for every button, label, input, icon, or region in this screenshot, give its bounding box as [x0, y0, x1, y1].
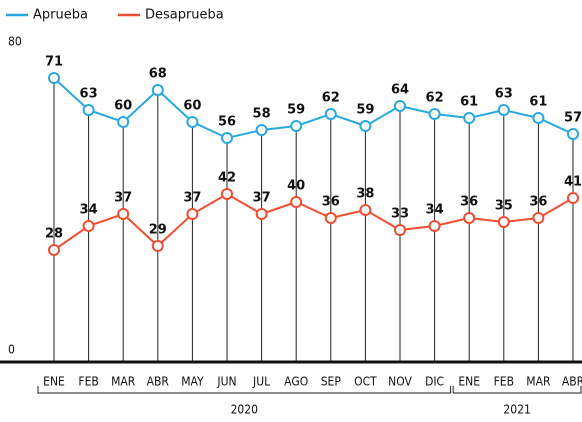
group-label: 2021 — [503, 403, 530, 417]
data-label: 34 — [80, 203, 98, 218]
x-tick-label: DIC — [425, 375, 444, 389]
point — [186, 116, 199, 128]
point — [290, 120, 303, 132]
x-tick-label: ENE — [458, 375, 480, 389]
data-label: 58 — [253, 107, 271, 122]
x-tick-label: AGO — [284, 375, 308, 389]
x-tick-label: MAY — [181, 375, 204, 389]
data-label: 37 — [114, 191, 132, 206]
data-label: 61 — [460, 95, 478, 110]
point — [394, 100, 406, 112]
point — [463, 212, 476, 224]
point — [497, 104, 510, 116]
data-label: 42 — [218, 171, 236, 186]
data-label: 59 — [287, 103, 305, 118]
data-label: 68 — [149, 67, 167, 82]
point — [532, 112, 545, 124]
group-bracket — [37, 386, 452, 394]
data-label: 57 — [564, 111, 582, 126]
point — [221, 132, 233, 144]
data-label: 60 — [183, 99, 201, 114]
point — [359, 204, 372, 216]
data-label: 63 — [495, 87, 513, 102]
data-label: 36 — [322, 195, 340, 210]
point — [48, 244, 60, 256]
point — [48, 72, 60, 84]
point — [255, 124, 268, 136]
data-label: 37 — [253, 191, 271, 206]
point — [117, 208, 130, 220]
y-tick-label: 80 — [8, 35, 22, 49]
data-label: 40 — [287, 179, 305, 194]
data-label: 38 — [356, 187, 374, 202]
data-label: 28 — [45, 227, 63, 242]
point — [82, 220, 95, 232]
x-tick-label: ENE — [43, 375, 65, 389]
data-label: 33 — [391, 207, 409, 222]
point — [428, 220, 441, 232]
x-tick-label: ABR — [147, 375, 170, 389]
data-label: 37 — [183, 191, 201, 206]
data-label: 62 — [426, 91, 444, 106]
data-label: 71 — [45, 55, 63, 70]
point — [497, 216, 510, 228]
point — [255, 208, 268, 220]
point — [428, 108, 441, 120]
point — [567, 192, 579, 204]
data-label: 61 — [529, 95, 547, 110]
x-tick-label: FEB — [494, 375, 514, 389]
point — [359, 120, 372, 132]
x-tick-label: JUL — [252, 375, 270, 389]
series-line — [53, 77, 574, 140]
group-bracket — [452, 386, 582, 394]
point — [324, 212, 337, 224]
y-tick-label: 0 — [8, 343, 15, 357]
x-tick-label: FEB — [78, 375, 98, 389]
point — [532, 212, 545, 224]
point — [186, 208, 199, 220]
data-label: 35 — [495, 199, 513, 214]
legend-label: Desaprueba — [145, 8, 224, 23]
x-tick-label: ABR — [562, 375, 582, 389]
point — [394, 224, 406, 236]
x-tick-label: MAR — [526, 375, 551, 389]
data-label: 29 — [149, 223, 167, 238]
x-tick-label: OCT — [354, 375, 377, 389]
legend-label: Aprueba — [33, 8, 88, 23]
data-label: 36 — [460, 195, 478, 210]
point — [221, 188, 233, 200]
data-label: 59 — [356, 103, 374, 118]
point — [151, 84, 164, 96]
point — [290, 196, 303, 208]
data-label: 64 — [391, 83, 409, 98]
x-tick-label: JUN — [216, 375, 236, 389]
data-label: 62 — [322, 91, 340, 106]
x-tick-label: MAR — [111, 375, 136, 389]
point — [324, 108, 337, 120]
point — [151, 240, 164, 252]
x-tick-label: NOV — [388, 375, 412, 389]
data-label: 56 — [218, 115, 236, 130]
x-tick-label: SEP — [321, 375, 342, 389]
data-label: 34 — [426, 203, 444, 218]
series-line — [53, 192, 574, 251]
data-label: 36 — [529, 195, 547, 210]
data-label: 63 — [80, 87, 98, 102]
data-label: 41 — [564, 175, 582, 190]
group-label: 2020 — [231, 403, 259, 417]
point — [117, 116, 130, 128]
data-label: 60 — [114, 99, 132, 114]
point — [82, 104, 95, 116]
point — [567, 128, 579, 140]
point — [463, 112, 476, 124]
